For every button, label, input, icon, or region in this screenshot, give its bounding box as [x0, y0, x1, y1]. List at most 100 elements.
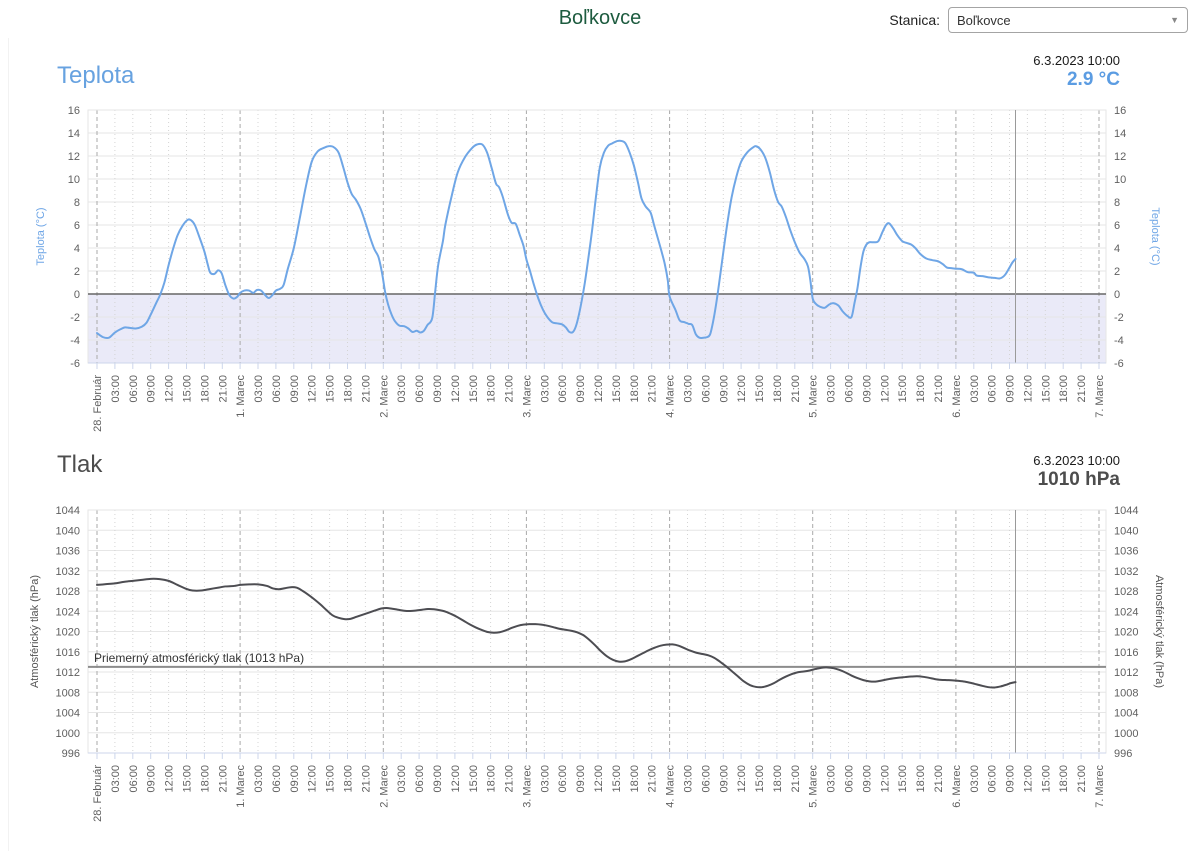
- svg-text:4: 4: [74, 243, 80, 255]
- svg-text:4. Marec: 4. Marec: [665, 765, 677, 808]
- temperature-current-value: 2.9 °C: [1066, 69, 1120, 90]
- svg-text:2: 2: [74, 266, 80, 278]
- svg-text:06:00: 06:00: [844, 375, 856, 403]
- svg-text:4: 4: [1114, 243, 1120, 255]
- svg-text:21:00: 21:00: [647, 765, 659, 793]
- pressure-chart[interactable]: 28. Február 03:00 06:00 09:00 12:00 15:00 18:0…: [0, 500, 1200, 851]
- svg-text:1028: 1028: [1114, 586, 1138, 598]
- svg-text:1012: 1012: [1114, 667, 1138, 679]
- svg-text:1036: 1036: [56, 546, 80, 558]
- svg-text:1004: 1004: [56, 708, 80, 720]
- svg-text:16: 16: [68, 105, 80, 117]
- svg-text:1024: 1024: [56, 606, 80, 618]
- svg-text:12:00: 12:00: [307, 375, 319, 403]
- svg-text:1032: 1032: [1114, 566, 1138, 578]
- svg-text:06:00: 06:00: [271, 375, 283, 403]
- svg-text:21:00: 21:00: [1076, 375, 1088, 403]
- svg-text:03:00: 03:00: [969, 375, 981, 403]
- svg-text:6. Marec: 6. Marec: [951, 375, 963, 418]
- svg-text:15:00: 15:00: [182, 765, 194, 793]
- svg-text:06:00: 06:00: [987, 375, 999, 403]
- svg-text:15:00: 15:00: [468, 765, 480, 793]
- svg-text:-6: -6: [70, 358, 80, 370]
- svg-text:18:00: 18:00: [343, 375, 355, 403]
- svg-text:6: 6: [1114, 220, 1120, 232]
- svg-text:6: 6: [74, 220, 80, 232]
- svg-text:1020: 1020: [1114, 627, 1138, 639]
- svg-text:15:00: 15:00: [182, 375, 194, 403]
- svg-text:12: 12: [68, 151, 80, 163]
- svg-text:09:00: 09:00: [718, 375, 730, 403]
- svg-text:21:00: 21:00: [360, 765, 372, 793]
- svg-text:1020: 1020: [56, 627, 80, 639]
- svg-text:15:00: 15:00: [468, 375, 480, 403]
- svg-text:-2: -2: [70, 312, 80, 324]
- svg-text:09:00: 09:00: [289, 765, 301, 793]
- svg-text:03:00: 03:00: [396, 765, 408, 793]
- svg-text:09:00: 09:00: [146, 765, 158, 793]
- svg-text:18:00: 18:00: [1058, 765, 1070, 793]
- svg-text:21:00: 21:00: [790, 375, 802, 403]
- station-select[interactable]: Boľkovce ▼: [948, 7, 1188, 33]
- svg-text:4. Marec: 4. Marec: [665, 375, 677, 418]
- svg-text:06:00: 06:00: [414, 765, 426, 793]
- svg-text:09:00: 09:00: [861, 765, 873, 793]
- svg-text:06:00: 06:00: [128, 375, 140, 403]
- svg-text:06:00: 06:00: [987, 765, 999, 793]
- svg-text:1040: 1040: [1114, 525, 1138, 537]
- svg-text:18:00: 18:00: [486, 765, 498, 793]
- svg-text:18:00: 18:00: [772, 765, 784, 793]
- svg-text:8: 8: [74, 197, 80, 209]
- svg-text:15:00: 15:00: [897, 375, 909, 403]
- svg-text:03:00: 03:00: [539, 765, 551, 793]
- svg-text:12:00: 12:00: [450, 375, 462, 403]
- svg-text:03:00: 03:00: [396, 375, 408, 403]
- svg-text:06:00: 06:00: [128, 765, 140, 793]
- svg-text:-6: -6: [1114, 358, 1124, 370]
- svg-text:10: 10: [1114, 174, 1126, 186]
- svg-text:Atmosférický tlak (hPa): Atmosférický tlak (hPa): [1153, 575, 1165, 688]
- svg-text:21:00: 21:00: [933, 765, 945, 793]
- svg-text:-4: -4: [1114, 335, 1124, 347]
- svg-text:21:00: 21:00: [217, 375, 229, 403]
- svg-text:28. Február: 28. Február: [92, 375, 104, 432]
- svg-text:1000: 1000: [1114, 728, 1138, 740]
- svg-text:0: 0: [1114, 289, 1120, 301]
- svg-text:1016: 1016: [1114, 647, 1138, 659]
- svg-text:10: 10: [68, 174, 80, 186]
- svg-text:1044: 1044: [56, 505, 80, 517]
- svg-text:18:00: 18:00: [486, 375, 498, 403]
- svg-text:15:00: 15:00: [325, 375, 337, 403]
- svg-text:1008: 1008: [1114, 687, 1138, 699]
- svg-text:12:00: 12:00: [307, 765, 319, 793]
- svg-text:21:00: 21:00: [360, 375, 372, 403]
- svg-text:09:00: 09:00: [432, 765, 444, 793]
- svg-text:12:00: 12:00: [736, 375, 748, 403]
- svg-text:1036: 1036: [1114, 546, 1138, 558]
- svg-text:Atmosférický tlak (hPa): Atmosférický tlak (hPa): [29, 575, 41, 688]
- temperature-timestamp: 6.3.2023 10:00: [1033, 53, 1120, 68]
- svg-text:12:00: 12:00: [593, 375, 605, 403]
- svg-text:18:00: 18:00: [772, 375, 784, 403]
- svg-text:06:00: 06:00: [557, 375, 569, 403]
- svg-text:18:00: 18:00: [915, 375, 927, 403]
- svg-text:03:00: 03:00: [826, 375, 838, 403]
- svg-text:03:00: 03:00: [253, 765, 265, 793]
- svg-text:-2: -2: [1114, 312, 1124, 324]
- svg-text:1016: 1016: [56, 647, 80, 659]
- svg-text:12:00: 12:00: [879, 375, 891, 403]
- svg-text:14: 14: [68, 128, 80, 140]
- svg-text:15:00: 15:00: [897, 765, 909, 793]
- svg-text:15:00: 15:00: [1040, 375, 1052, 403]
- svg-text:0: 0: [74, 289, 80, 301]
- svg-text:03:00: 03:00: [683, 375, 695, 403]
- svg-text:03:00: 03:00: [110, 375, 122, 403]
- svg-text:12: 12: [1114, 151, 1126, 163]
- temperature-chart[interactable]: 28. Február 03:00 06:00 09:00 12:00 15:00 18:0…: [0, 98, 1200, 447]
- svg-text:1024: 1024: [1114, 606, 1138, 618]
- svg-text:21:00: 21:00: [504, 375, 516, 403]
- svg-text:21:00: 21:00: [217, 765, 229, 793]
- svg-text:21:00: 21:00: [504, 765, 516, 793]
- svg-text:12:00: 12:00: [450, 765, 462, 793]
- svg-text:1008: 1008: [56, 687, 80, 699]
